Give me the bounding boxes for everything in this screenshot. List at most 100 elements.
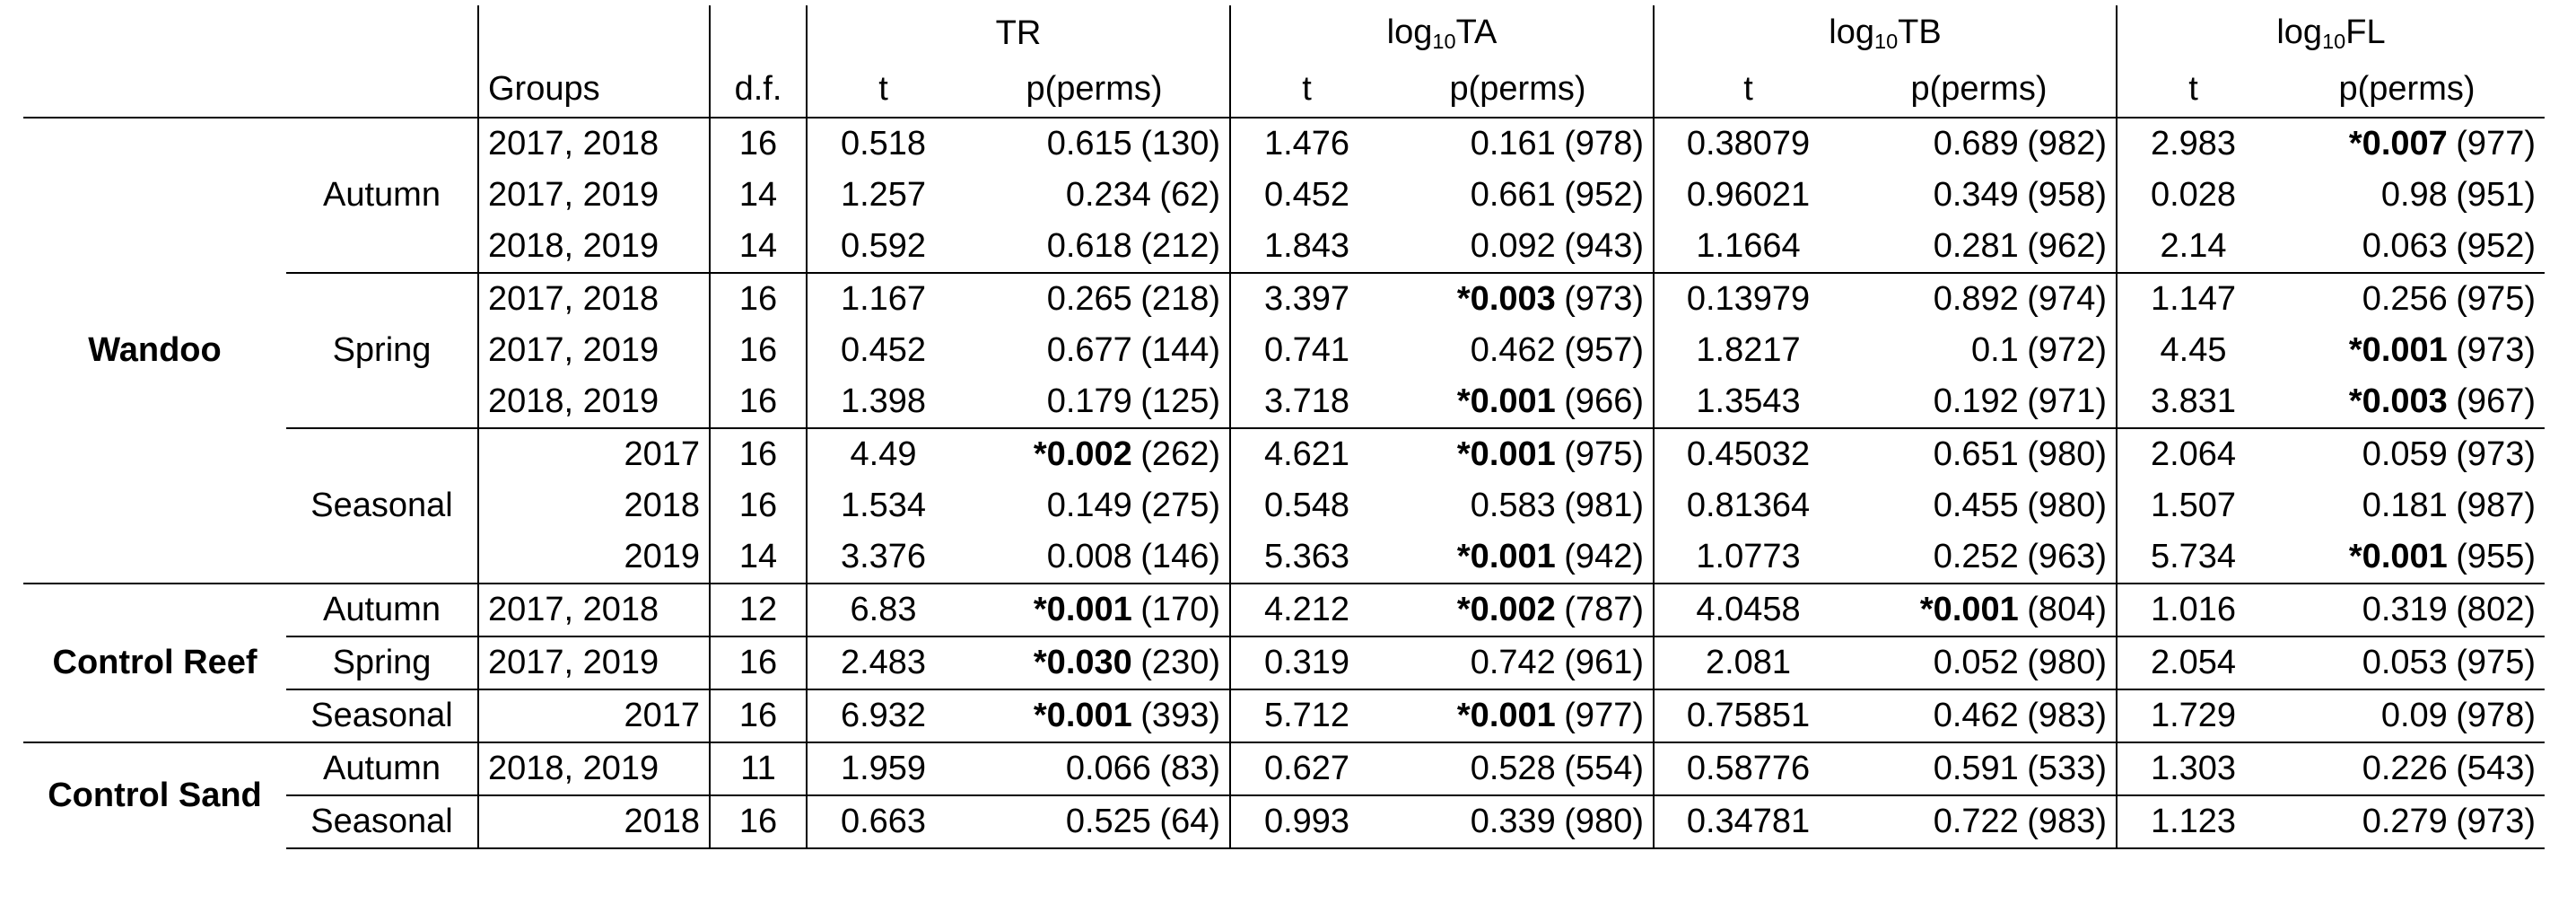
perms-count: (130) [1140,125,1220,162]
p-cell: 0.059 (973) [2269,427,2545,480]
p-value: 0.1 [1970,331,2019,369]
groups-cell: 2017, 2019 [477,636,710,689]
t-cell: 5.363 [1229,531,1383,584]
p-cell: 0.583 (981) [1383,480,1654,531]
perms-count: (144) [1140,331,1220,369]
t-cell: 1.1664 [1653,221,1842,273]
perms-count: (533) [2027,750,2107,787]
t-cell: 0.627 [1229,742,1383,795]
p-value: 0.161 [1470,125,1556,162]
p-cell: *0.030 (230) [959,636,1230,689]
perms-count: (961) [1564,644,1644,681]
p-cell: 0.462 (957) [1383,325,1654,376]
t-cell: 1.147 [2116,272,2269,325]
measure-label: TR [995,13,1042,52]
perms-count: (951) [2456,176,2536,214]
measure-subscript: 10 [2322,29,2346,53]
p-cell: 0.265 (218) [959,272,1230,325]
p-cell: *0.001 (942) [1383,531,1654,584]
t-cell: 5.734 [2116,531,2269,584]
t-cell: 0.81364 [1653,480,1842,531]
t-cell: 4.45 [2116,325,2269,376]
p-value: 0.252 [1933,538,2019,575]
p-cell: 0.179 (125) [959,376,1230,428]
season-cell: Autumn [286,742,478,795]
perms-count: (963) [2027,538,2107,575]
df-cell: 14 [709,170,807,221]
measure-suffix: TB [1898,13,1942,51]
t-cell: 1.257 [806,170,959,221]
data-row: Wandoo Autumn 2017, 2018 16 0.518 0.615 (130) 1… [23,118,2545,369]
perms-count: (958) [2027,176,2107,214]
measure-label: log [2276,13,2323,51]
perms-count: (218) [1140,280,1220,318]
perms-count: (554) [1564,750,1644,787]
p-value: 0.181 [2362,487,2448,524]
perms-count: (262) [1140,435,1220,473]
p-cell: 0.008 (146) [959,531,1230,584]
significant-p: *0.030 [1033,644,1132,681]
season-cell: Seasonal [286,794,478,849]
header-row: Groups d.f. t p(perms) t p(perms) t p(perms) t p(… [23,61,2545,118]
groups-cell: 2018, 2019 [477,221,710,273]
p-value: 0.615 [1046,125,1132,162]
perms-count: (952) [1564,176,1644,214]
p-cell: 0.149 (275) [959,480,1230,531]
p-value: 0.525 [1065,803,1151,840]
perms-count: (977) [1564,697,1644,734]
p-cell: *0.001 (975) [1383,427,1654,480]
perms-count: (977) [2456,125,2536,162]
p-value: 0.052 [1933,644,2019,681]
perms-count: (973) [2456,435,2536,473]
t-header: t [2116,61,2269,118]
perms-count: (952) [2456,227,2536,265]
data-row: 2018, 2019 14 0.592 0.618 (212) 1.843 0.092 (94… [23,221,2545,273]
empty-cell [477,5,710,61]
p-value: 0.066 [1065,750,1151,787]
data-row: Spring 2017, 2018 16 1.167 0.265 (218) 3.397 *0… [23,272,2545,428]
df-cell: 12 [709,583,807,636]
site-cell: Wandoo [88,330,222,369]
t-cell: 1.534 [806,480,959,531]
site-cell: Control Sand [23,742,286,848]
p-header: p(perms) [959,61,1230,118]
perms-count: (146) [1140,538,1220,575]
empty-cell [23,5,286,61]
groups-cell: 2017, 2019 [477,325,710,376]
p-cell: 0.528 (554) [1383,742,1654,795]
significant-p: *0.007 [2348,125,2448,162]
measure-label: log [1829,13,1874,51]
perms-count: (170) [1140,591,1220,628]
df-cell: 16 [709,427,807,480]
t-header: t [1229,61,1383,118]
perms-count: (971) [2027,382,2107,420]
p-cell: *0.002 (262) [959,427,1230,480]
t-cell: 0.452 [1229,170,1383,221]
p-cell: 0.281 (962) [1842,221,2117,273]
results-table: TR log10TA log10TB log10FL Groups d.f. t p(perm… [23,5,2545,849]
significant-p: *0.001 [2348,538,2448,575]
df-cell: 16 [709,689,807,742]
p-header: p(perms) [1842,61,2117,118]
perms-count: (973) [2456,803,2536,840]
t-header: t [1653,61,1842,118]
perms-count: (83) [1159,750,1220,787]
season-cell: Spring [286,636,478,689]
p-cell: 0.181 (987) [2269,480,2545,531]
perms-count: (981) [1564,487,1644,524]
perms-count: (942) [1564,538,1644,575]
p-cell: 0.052 (980) [1842,636,2117,689]
p-cell: 0.689 (982) [1842,118,2117,170]
t-cell: 1.476 [1229,118,1383,170]
t-cell: 1.398 [806,376,959,428]
t-cell: 0.75851 [1653,689,1842,742]
perms-count: (787) [1564,591,1644,628]
p-cell: 0.319 (802) [2269,583,2545,636]
perms-count: (987) [2456,487,2536,524]
measure-header: log10TA [1229,5,1654,61]
p-value: 0.319 [2362,591,2448,628]
perms-count: (974) [2027,280,2107,318]
p-value: 0.281 [1933,227,2019,265]
data-row: 2019 14 3.376 0.008 (146) 5.363 *0.001 (942) 1.0… [23,531,2545,584]
